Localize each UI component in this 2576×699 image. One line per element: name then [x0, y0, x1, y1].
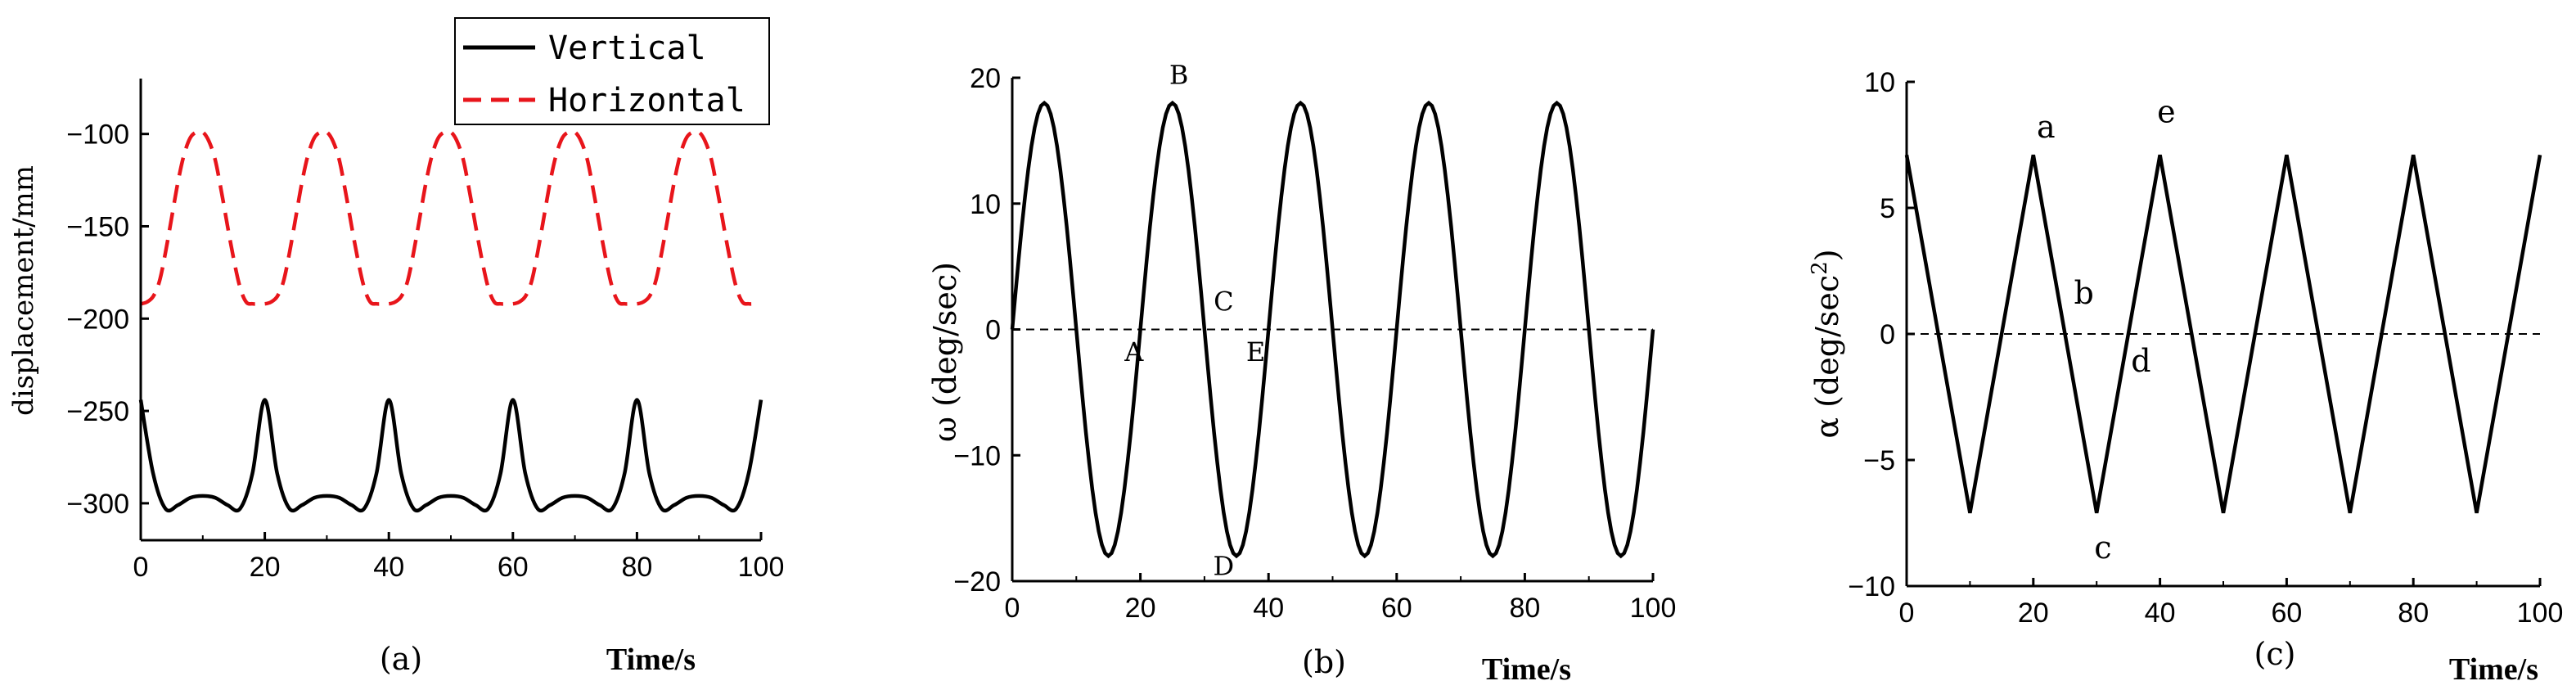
b-annotation-B: B: [1169, 60, 1189, 91]
c-annotation-e: e: [2157, 93, 2176, 129]
b-x-tick-label: 0: [1005, 593, 1020, 624]
b-annotation-D: D: [1214, 550, 1235, 581]
c-annotation-c: c: [2094, 530, 2111, 566]
a-y-tick-label: −200: [66, 304, 129, 335]
c-x-tick-label: 0: [1899, 598, 1915, 629]
c-series-alpha: [1904, 154, 2542, 514]
a-y-tick-label: −150: [66, 211, 129, 242]
c-y-tick-label: −5: [1863, 445, 1895, 476]
c-y-tick-label: 5: [1880, 193, 1895, 224]
b-series-omega: [1010, 100, 1655, 559]
c-caption: (c): [2254, 636, 2296, 672]
a-x-axis-label: Time/s: [606, 643, 696, 677]
a-x-tick-label: 40: [373, 552, 404, 583]
panel-c: 0 20 40 60 80 100 10 5 0 −5 −10 a b c d e α (deg/sec2)…: [1808, 67, 2563, 687]
c-annotation-b: b: [2074, 275, 2094, 311]
c-x-tick-label: 60: [2271, 598, 2302, 629]
c-x-tick-label: 20: [2018, 598, 2049, 629]
a-x-tick-label: 20: [250, 552, 281, 583]
b-x-tick-label: 40: [1253, 593, 1284, 624]
a-legend-horizontal-label: Horizontal: [548, 82, 745, 120]
a-series-horizontal: [140, 129, 761, 306]
a-legend-box: [454, 17, 770, 125]
b-y-tick-label: 20: [970, 63, 1001, 94]
a-x-tick-label: 0: [133, 552, 149, 583]
b-x-tick-label: 20: [1125, 593, 1156, 624]
a-legend-vertical-label: Vertical: [548, 29, 706, 67]
c-y-axis-label-superscript: 2: [1808, 261, 1832, 275]
a-y-tick-label: −300: [66, 489, 129, 520]
c-y-axis-label: α (deg/sec2): [1808, 249, 1845, 438]
a-x-tick-label: 100: [738, 552, 785, 583]
c-x-axis-label: Time/s: [2449, 652, 2538, 687]
a-legend: Vertical Horizontal: [454, 17, 770, 125]
a-y-tick-label: −100: [66, 120, 129, 151]
b-caption: (b): [1302, 644, 1346, 680]
b-y-tick-label: 10: [970, 189, 1001, 220]
a-y-axis-label: displacement/mm: [7, 165, 40, 416]
b-x-axis-label: Time/s: [1482, 652, 1571, 687]
b-x-tick-label: 80: [1509, 593, 1540, 624]
c-x-tick-label: 100: [2517, 598, 2564, 629]
c-y-axis-label-close: ): [1809, 249, 1845, 261]
b-annotation-E: E: [1246, 336, 1265, 368]
c-y-tick-label: 0: [1880, 319, 1895, 350]
b-y-axis-label: ω (deg/sec): [927, 262, 963, 442]
c-y-axis-label-main: α (deg/sec: [1809, 275, 1845, 439]
b-y-tick-label: −20: [953, 566, 1001, 598]
b-x-tick-label: 100: [1630, 593, 1677, 624]
a-caption: (a): [380, 641, 422, 677]
b-x-tick-label: 60: [1381, 593, 1412, 624]
panel-a: 0 20 40 60 80 100 −100 −150 −200 −250 −300 displac…: [7, 17, 785, 677]
c-x-tick-label: 40: [2145, 598, 2176, 629]
a-y-tick-label: −250: [66, 396, 129, 427]
c-x-tick-label: 80: [2398, 598, 2429, 629]
b-y-tick-label: −10: [953, 440, 1001, 471]
a-x-tick-label: 80: [621, 552, 652, 583]
a-x-tick-label: 60: [498, 552, 529, 583]
b-y-tick-label: 0: [985, 315, 1001, 346]
c-annotation-a: a: [2037, 109, 2056, 145]
b-annotation-A: A: [1124, 336, 1144, 368]
c-y-tick-label: −10: [1848, 571, 1895, 602]
b-annotation-C: C: [1214, 286, 1233, 317]
c-y-tick-label: 10: [1864, 67, 1895, 98]
c-annotation-d: d: [2131, 343, 2150, 379]
a-series-vertical: [138, 398, 763, 513]
